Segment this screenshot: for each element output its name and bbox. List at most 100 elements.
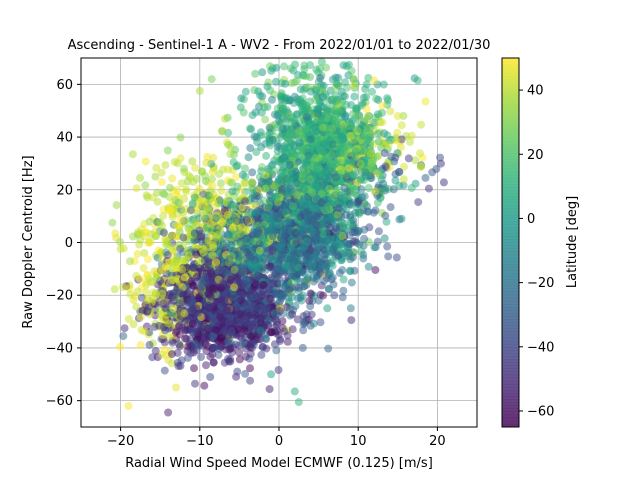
scatter-point — [384, 252, 393, 261]
colorbar-tick-label: 40 — [527, 84, 544, 99]
scatter-point — [240, 327, 249, 335]
scatter-point — [258, 68, 267, 77]
y-tick-label: 20 — [56, 183, 73, 198]
colorbar-band — [502, 350, 519, 354]
scatter-point — [302, 237, 311, 246]
scatter-point — [227, 327, 236, 336]
scatter-point — [277, 293, 286, 302]
scatter-point — [243, 225, 252, 234]
scatter-point — [152, 273, 161, 282]
scatter-point — [300, 61, 309, 70]
scatter-point — [150, 322, 159, 331]
colorbar-band — [502, 119, 519, 123]
scatter-point — [190, 364, 198, 373]
scatter-point — [295, 283, 303, 292]
scatter-point — [228, 187, 237, 196]
scatter-point — [252, 208, 261, 217]
scatter-point — [257, 314, 265, 323]
scatter-point — [168, 350, 176, 359]
colorbar-band — [502, 276, 519, 280]
scatter-point — [126, 290, 135, 299]
scatter-point — [268, 95, 276, 104]
scatter-point — [169, 304, 177, 313]
y-tick-label: −40 — [46, 341, 73, 356]
scatter-point — [209, 358, 218, 367]
scatter-point — [209, 198, 218, 207]
scatter-point — [125, 284, 134, 293]
scatter-point — [329, 95, 337, 104]
scatter-point — [267, 328, 276, 336]
scatter-point — [143, 255, 152, 264]
scatter-point — [350, 81, 359, 90]
scatter-point — [362, 80, 371, 89]
colorbar-band — [502, 79, 519, 83]
colorbar-band — [502, 97, 519, 102]
colorbar-band — [502, 313, 519, 317]
scatter-point — [244, 153, 253, 162]
colorbar-tick-label: −40 — [527, 340, 554, 355]
scatter-point — [256, 326, 265, 335]
scatter-point — [344, 60, 353, 69]
scatter-point — [287, 243, 296, 252]
scatter-point — [204, 289, 213, 298]
scatter-point — [257, 143, 266, 152]
colorbar-band — [502, 325, 519, 329]
colorbar-band — [502, 144, 519, 148]
scatter-point — [306, 61, 315, 70]
scatter-point — [243, 248, 251, 257]
scatter-point — [184, 251, 193, 260]
scatter-point — [143, 270, 152, 279]
colorbar-band — [502, 267, 519, 271]
scatter-point — [214, 231, 222, 239]
colorbar-tick-label: −60 — [527, 404, 554, 419]
scatter-point — [218, 218, 227, 227]
scatter-point — [323, 304, 332, 313]
scatter-point — [209, 343, 218, 352]
colorbar-band — [502, 85, 519, 90]
scatter-point — [241, 333, 250, 342]
scatter-point — [136, 341, 145, 350]
scatter-point — [298, 267, 307, 276]
colorbar-band — [502, 91, 519, 96]
scatter-point — [417, 120, 426, 129]
scatter-point — [368, 157, 377, 166]
scatter-point — [241, 369, 250, 378]
colorbar-band — [502, 362, 519, 366]
scatter-point — [319, 291, 328, 300]
scatter-point — [136, 235, 145, 244]
scatter-point — [247, 286, 256, 295]
scatter-point — [262, 151, 271, 160]
scatter-point — [361, 200, 370, 209]
scatter-point — [308, 122, 317, 131]
scatter-point — [124, 315, 133, 324]
scatter-point — [346, 304, 355, 313]
scatter-point — [236, 239, 245, 248]
scatter-point — [108, 218, 117, 227]
scatter-point — [414, 198, 423, 207]
scatter-point — [341, 112, 350, 121]
scatter-point — [189, 297, 198, 306]
scatter-point — [393, 112, 402, 120]
scatter-point — [351, 125, 360, 134]
scatter-point — [218, 279, 227, 288]
scatter-point — [395, 181, 404, 190]
scatter-point — [136, 173, 144, 182]
scatter-point — [226, 344, 235, 353]
scatter-point — [172, 383, 180, 392]
scatter-point — [159, 228, 168, 237]
scatter-point — [221, 325, 229, 334]
scatter-point — [238, 170, 247, 179]
colorbar-band — [502, 288, 519, 293]
colorbar-band — [502, 347, 519, 351]
scatter-point — [151, 346, 160, 355]
scatter-point — [374, 137, 383, 146]
scatter-point — [189, 177, 198, 186]
scatter-point — [200, 381, 209, 390]
scatter-point — [380, 234, 389, 243]
colorbar-band — [502, 134, 519, 139]
scatter-point — [308, 188, 316, 197]
scatter-point — [165, 183, 174, 192]
scatter-point — [280, 327, 289, 336]
scatter-point — [376, 171, 384, 180]
scatter-point — [189, 281, 198, 290]
